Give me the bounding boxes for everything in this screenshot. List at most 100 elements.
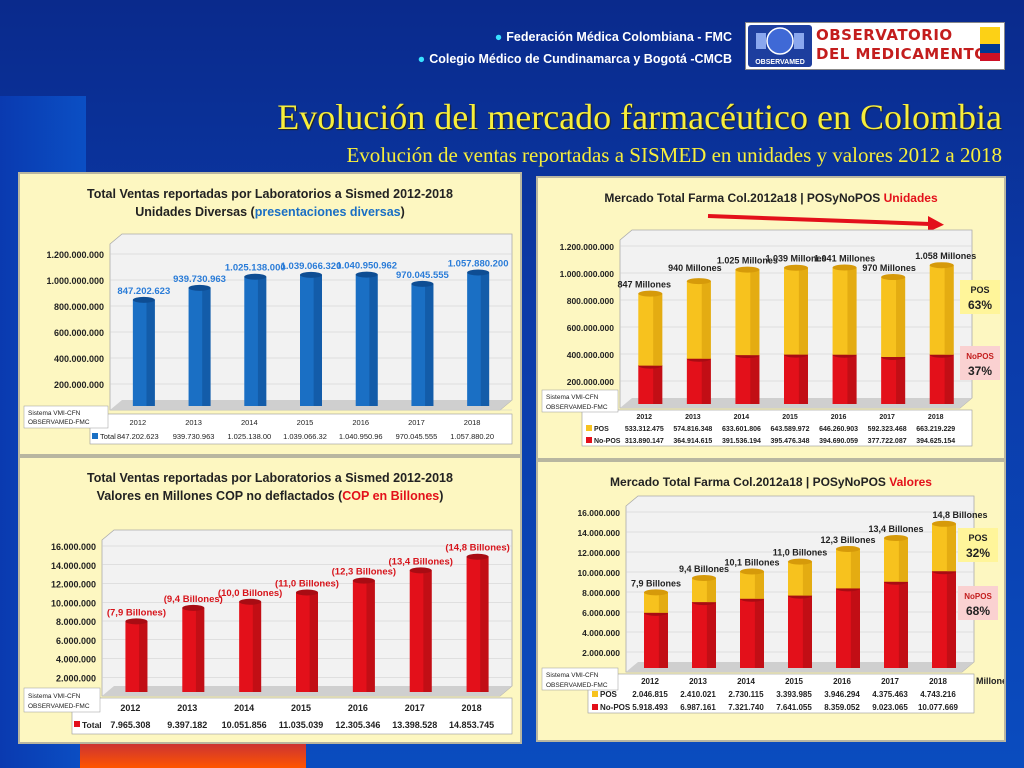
- ytick-label: 1.200.000.000: [46, 250, 104, 260]
- bar-nopos-2017: [881, 354, 906, 404]
- bar-pos-2012: [638, 290, 663, 366]
- source-box: [541, 389, 619, 413]
- units-label: Millones: [976, 676, 1004, 686]
- data-label: 1.039 Millones: [765, 254, 826, 264]
- bar-pos-2015: [788, 558, 812, 596]
- table-header-cell: 2017: [881, 677, 899, 686]
- table-cell: 939.730.963: [173, 432, 215, 441]
- bar-2018: [467, 269, 490, 406]
- table-cell: 1.039.066.32: [283, 432, 327, 441]
- table-cell: 1.057.880.20: [450, 432, 494, 441]
- source-box: [541, 667, 619, 691]
- data-label: (13,4 Billones): [389, 556, 453, 567]
- table-cell-nopos: 7.641.055: [776, 703, 812, 712]
- data-label: 847.202.623: [117, 286, 170, 297]
- pos-badge-pct: 32%: [966, 546, 990, 560]
- data-label: 1.025 Millones: [717, 256, 778, 266]
- pos-badge-pct: 63%: [968, 298, 992, 312]
- table-cell-nopos: 10.077.669: [918, 703, 959, 712]
- table-cell-nopos: 313.890.147: [625, 438, 664, 445]
- table-header-cell: 2014: [234, 703, 254, 713]
- bar-nopos-2014: [740, 595, 764, 668]
- bullet-fmc: ● Federación Médica Colombiana - FMC: [494, 30, 732, 44]
- ytick-label: 6.000.000: [582, 608, 620, 618]
- table-cell-pos: 2.410.021: [680, 690, 716, 699]
- table-cell-pos: 592.323.468: [868, 426, 907, 433]
- bar-pos-2014: [740, 568, 764, 599]
- chart-title: Total Ventas reportadas por Laboratorios…: [87, 187, 453, 201]
- table-cell-nopos: 5.918.493: [632, 703, 668, 712]
- data-label: 1.039.066.320: [281, 261, 342, 272]
- table-cell: 13.398.528: [392, 720, 437, 730]
- table-header-cell: 2014: [737, 677, 755, 686]
- table-header-cell: 2012: [120, 703, 140, 713]
- legend-swatch-nopos: [592, 704, 598, 710]
- table-cell-nopos: 377.722.087: [868, 438, 907, 445]
- table-cell: 9.397.182: [167, 720, 207, 730]
- ytick-label: 400.000.000: [54, 354, 104, 364]
- table-header-cell: 2013: [185, 418, 202, 427]
- bar-nopos-2012: [638, 362, 663, 404]
- ytick-label: 1.000.000.000: [46, 276, 104, 286]
- source-line-2: OBSERVAMED-FMC: [546, 682, 608, 689]
- table-header-cell: 2018: [929, 677, 947, 686]
- data-label: 7,9 Billones: [631, 578, 681, 588]
- table-cell: 970.045.555: [396, 432, 438, 441]
- table-header-cell: 2014: [241, 418, 258, 427]
- bar-pos-2013: [686, 278, 711, 359]
- chart-title: Mercado Total Farma Col.2012a18 | POSyNo…: [610, 475, 932, 489]
- chart-subtitle: Unidades Diversas (presentaciones divers…: [135, 205, 405, 219]
- ytick-label: 2.000.000: [56, 673, 96, 683]
- bar-2016: [352, 577, 375, 692]
- bar-2012: [132, 296, 155, 406]
- chart-title: Total Ventas reportadas por Laboratorios…: [87, 471, 453, 485]
- chart-panel-units-pos: Mercado Total Farma Col.2012a18 | POSyNo…: [536, 176, 1006, 460]
- data-label: 11,0 Billones: [773, 548, 828, 558]
- data-label: 939.730.963: [173, 274, 226, 285]
- data-table: [581, 409, 973, 447]
- table-header-cell: 2018: [928, 414, 944, 421]
- data-label: (11,0 Billones): [275, 579, 339, 590]
- trend-arrow: [707, 214, 931, 226]
- table-cell-nopos: 7.321.740: [728, 703, 764, 712]
- bar-nopos-2018: [932, 568, 956, 668]
- bar-nopos-2016: [836, 585, 860, 668]
- table-cell-nopos: 9.023.065: [872, 703, 908, 712]
- bar-nopos-2017: [884, 578, 908, 668]
- nopos-badge-label: NoPOS: [966, 352, 994, 361]
- pos-badge: [958, 528, 998, 562]
- data-label: 10,1 Billones: [724, 557, 779, 567]
- table-cell-pos: 2.730.115: [728, 690, 764, 699]
- bar-pos-2018: [929, 262, 954, 355]
- ytick-label: 14.000.000: [577, 528, 620, 538]
- table-header-cell: 2015: [297, 418, 314, 427]
- bar-nopos-2014: [735, 352, 760, 404]
- chart-units-total: Total Ventas reportadas por Laboratorios…: [23, 187, 513, 445]
- table-cell-pos: 4.743.216: [920, 690, 956, 699]
- bar-pos-2013: [692, 575, 716, 603]
- data-label: (9,4 Billones): [164, 594, 223, 605]
- pos-badge: [960, 280, 1000, 314]
- data-label: (12,3 Billones): [332, 567, 396, 578]
- chart-panel-values-pos: Mercado Total Farma Col.2012a18 | POSyNo…: [536, 460, 1006, 742]
- legend-swatch-pos: [592, 691, 598, 697]
- bar-pos-2015: [784, 264, 808, 355]
- pos-badge-label: POS: [968, 533, 987, 543]
- chart-values-total: Total Ventas reportadas por Laboratorios…: [23, 471, 513, 735]
- nopos-badge-pct: 68%: [966, 604, 990, 618]
- legend-series-pos: POS: [600, 690, 618, 699]
- data-label: 1.058 Millones: [915, 251, 976, 261]
- source-line-1: Sistema VMI-CFN: [546, 394, 599, 401]
- bar-2014: [244, 273, 267, 406]
- data-table: [71, 697, 513, 735]
- ytick-label: 12.000.000: [51, 580, 96, 590]
- table-cell-pos: 533.312.475: [625, 426, 664, 433]
- table-cell-nopos: 395.476.348: [771, 438, 810, 445]
- table-cell-nopos: 6.987.161: [680, 703, 716, 712]
- ytick-label: 14.000.000: [51, 561, 96, 571]
- data-label: (7,9 Billones): [107, 607, 166, 618]
- chart-panel-values-total: Total Ventas reportadas por Laboratorios…: [18, 456, 522, 744]
- ytick-label: 6.000.000: [56, 636, 96, 646]
- data-label: 12,3 Billones: [820, 535, 875, 545]
- bar-pos-2016: [832, 264, 857, 355]
